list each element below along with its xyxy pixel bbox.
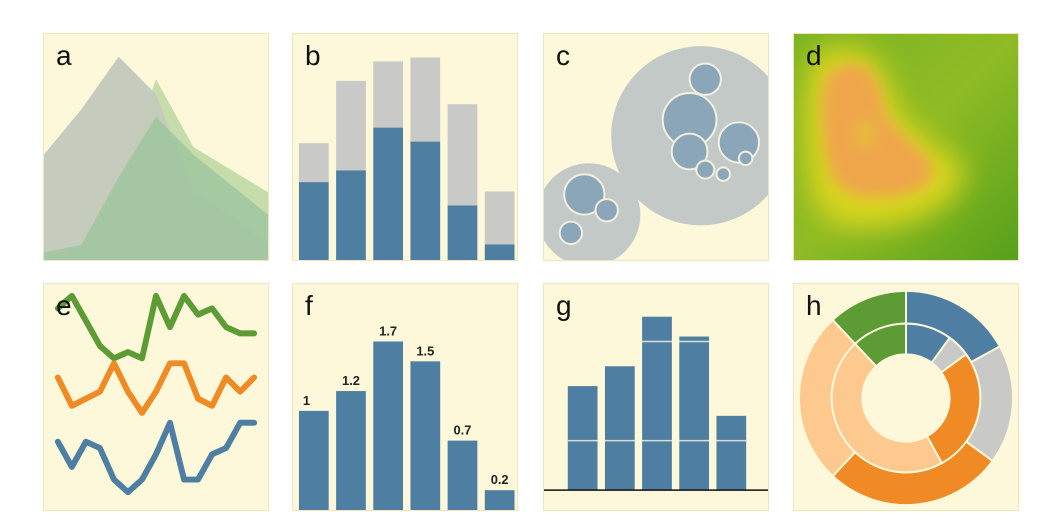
bar-g-5 <box>716 415 747 491</box>
mountain-green <box>44 116 268 260</box>
heatmap-orange-region <box>822 63 934 198</box>
bar-f-5 <box>447 440 478 510</box>
bar-f-6 <box>484 490 515 510</box>
value-label-f-5: 0.7 <box>454 423 472 438</box>
bar-b-blue-5 <box>447 205 478 260</box>
bubble-large-7 <box>737 150 754 167</box>
heatmap-hotspot <box>855 119 876 147</box>
bar-chart-g <box>544 316 768 491</box>
bar-b-gray-3 <box>373 61 404 128</box>
bar-f-1 <box>298 410 329 510</box>
bubble-small-3 <box>558 220 584 246</box>
panel-label-c: c <box>556 40 570 71</box>
panel-c: c <box>543 33 769 261</box>
line-e-green <box>54 292 258 362</box>
panel-b: b <box>292 33 518 261</box>
bar-b-blue-1 <box>298 182 329 260</box>
panel-h: h <box>793 283 1019 511</box>
labeled-bar-chart-f: 1 1.2 1.7 1.5 0.7 0.2 <box>298 324 515 510</box>
panel-label-d: d <box>806 40 822 71</box>
value-label-f-2: 1.2 <box>342 373 360 388</box>
bar-b-blue-2 <box>336 170 366 260</box>
stacked-bar-chart-b <box>298 57 515 260</box>
bubble-chart-c <box>544 46 768 260</box>
panel-g: g <box>543 283 769 511</box>
panel-label-h: h <box>806 290 822 321</box>
bar-f-3 <box>373 341 404 510</box>
bar-b-gray-4 <box>410 57 441 142</box>
line-chart-e <box>54 292 258 496</box>
panel-f: f 1 1.2 1.7 1.5 0.7 0.2 <box>292 283 518 511</box>
panel-a: a <box>43 33 269 261</box>
panel-label-b: b <box>305 40 321 71</box>
bar-b-gray-6 <box>484 191 515 245</box>
bar-b-gray-5 <box>447 104 478 206</box>
panel-label-a: a <box>56 40 72 71</box>
panel-label-g: g <box>556 290 572 321</box>
line-e-orange <box>54 360 258 416</box>
line-e-blue <box>54 419 258 496</box>
bubble-small-2 <box>594 198 619 223</box>
sunburst-inner-light_orange <box>830 342 944 474</box>
panel-label-e: e <box>56 290 72 321</box>
bubble-large-5 <box>695 159 716 180</box>
bar-b-gray-1 <box>298 143 329 183</box>
panel-d: d <box>793 33 1019 261</box>
bar-f-4 <box>410 361 441 510</box>
bubble-large-6 <box>715 166 731 182</box>
value-label-f-1: 1 <box>303 393 310 408</box>
bubble-large-1 <box>688 62 722 96</box>
area-chart-a <box>44 56 268 260</box>
bubble-large-4 <box>670 132 709 171</box>
bar-b-blue-6 <box>484 244 515 260</box>
bar-g-1 <box>567 386 598 491</box>
value-label-f-3: 1.7 <box>379 324 397 339</box>
value-label-f-4: 1.5 <box>416 343 434 358</box>
bar-b-blue-3 <box>373 127 404 260</box>
panel-label-f: f <box>305 290 313 321</box>
bar-f-2 <box>336 391 366 510</box>
sunburst-inner-green <box>853 322 907 368</box>
bubble-small-1 <box>563 173 606 216</box>
bar-g-4 <box>679 336 710 491</box>
bar-b-blue-4 <box>410 141 441 260</box>
heatmap-d <box>794 34 1018 260</box>
bar-g-3 <box>642 316 672 491</box>
value-label-f-6: 0.2 <box>491 472 509 487</box>
panel-e: e <box>43 283 269 511</box>
bar-b-gray-2 <box>336 80 366 171</box>
bar-g-2 <box>604 366 635 491</box>
sunburst-chart-h <box>798 289 1015 507</box>
